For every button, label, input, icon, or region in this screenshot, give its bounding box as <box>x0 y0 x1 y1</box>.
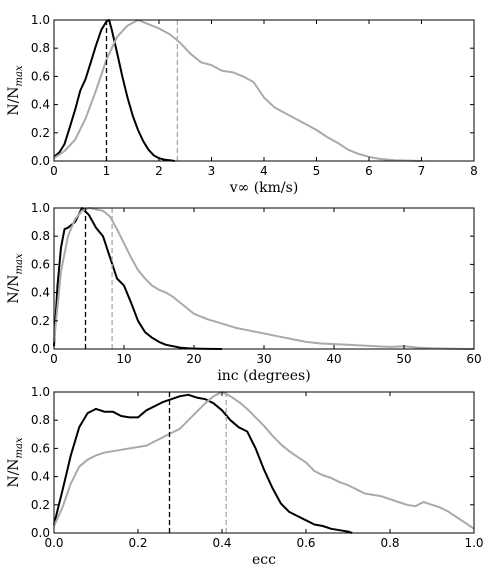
y-tick-label: 0.8 <box>31 229 50 243</box>
axes-frame <box>53 391 475 534</box>
x-tick-label: 1.0 <box>464 536 483 550</box>
x-tick-label: 0.0 <box>44 536 63 550</box>
y-tick-label: 0.6 <box>31 441 50 455</box>
series-line-2 <box>53 391 475 530</box>
y-tick-label: 0.4 <box>31 286 50 300</box>
series-line-2 <box>53 207 475 350</box>
x-tick-label: 5 <box>313 164 321 178</box>
x-tick-label: 50 <box>396 352 411 366</box>
x-tick-label: 0.4 <box>212 536 231 550</box>
x-tick-label: 0.6 <box>296 536 315 550</box>
x-tick-label: 0.2 <box>128 536 147 550</box>
x-axis-label: v∞ (km/s) <box>229 180 299 196</box>
chart-panel-2: 0 10 20 30 40 50 60 0.0 0.2 0.4 0.6 0.8 1.0 inc (degr… <box>6 201 482 384</box>
x-tick-label: 7 <box>418 164 426 178</box>
y-tick-label: 0.8 <box>31 413 50 427</box>
x-tick-label: 6 <box>365 164 373 178</box>
series-line-2 <box>53 19 422 162</box>
y-axis-label: N/Nmax <box>6 437 25 488</box>
y-tick-label: 0.4 <box>31 470 50 484</box>
y-tick-label: 0.2 <box>31 498 50 512</box>
x-tick-label: 10 <box>116 352 131 366</box>
y-tick-label: 0.2 <box>31 126 50 140</box>
x-tick-label: 0 <box>50 164 58 178</box>
y-axis-label: N/Nmax <box>6 253 25 304</box>
y-tick-label: 0.6 <box>31 257 50 271</box>
y-tick-label: 1.0 <box>31 385 50 399</box>
series-line-1 <box>53 19 175 162</box>
x-tick-label: 60 <box>466 352 481 366</box>
x-tick-label: 40 <box>326 352 341 366</box>
y-tick-label: 0.0 <box>31 526 50 540</box>
x-axis-label: ecc <box>252 552 276 566</box>
y-tick-label: 0.8 <box>31 41 50 55</box>
chart-panel-1: 0 1 2 3 4 5 6 7 8 0.0 0.2 0.4 0.6 0.8 1.0 v∞ (km/s) N/Nm… <box>6 13 478 196</box>
x-tick-label: 20 <box>186 352 201 366</box>
x-tick-label: 0.8 <box>380 536 399 550</box>
y-axis-label: N/Nmax <box>6 65 25 116</box>
series-line-1 <box>53 207 223 350</box>
y-tick-label: 0.4 <box>31 98 50 112</box>
x-axis-label: inc (degrees) <box>217 368 310 384</box>
y-tick-label: 0.0 <box>31 154 50 168</box>
y-tick-label: 1.0 <box>31 13 50 27</box>
y-tick-label: 0.2 <box>31 314 50 328</box>
x-tick-label: 1 <box>103 164 111 178</box>
x-tick-label: 8 <box>470 164 478 178</box>
chart-panel-3: 0.0 0.2 0.4 0.6 0.8 1.0 0.0 0.2 0.4 0.6 0.8 1.0 ecc N… <box>6 385 484 566</box>
axes-frame <box>53 19 475 162</box>
y-tick-label: 0.6 <box>31 69 50 83</box>
y-tick-label: 1.0 <box>31 201 50 215</box>
x-tick-label: 0 <box>50 352 58 366</box>
y-tick-label: 0.0 <box>31 342 50 356</box>
x-tick-label: 4 <box>260 164 268 178</box>
x-tick-label: 30 <box>256 352 271 366</box>
series-line-1 <box>53 393 353 534</box>
x-tick-label: 2 <box>155 164 163 178</box>
x-tick-label: 3 <box>208 164 216 178</box>
